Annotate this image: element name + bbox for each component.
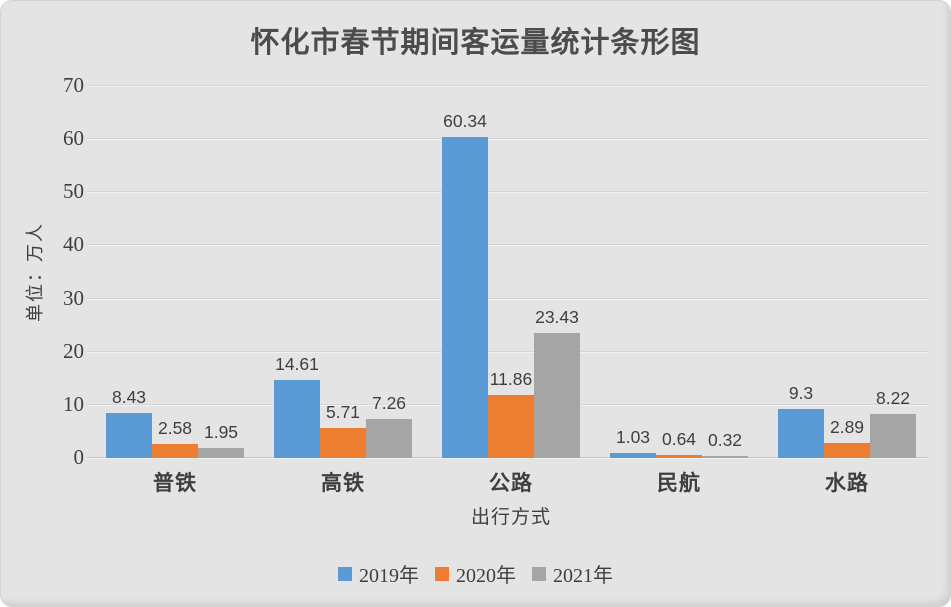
- legend-swatch: [435, 566, 449, 581]
- bar-2020年-公路: [488, 394, 534, 458]
- legend-label: 2020年: [456, 565, 516, 587]
- bar-2021年-高铁: [366, 419, 412, 458]
- legend-swatch: [338, 566, 352, 581]
- data-label: 2.89: [829, 416, 865, 437]
- data-label: 2.58: [157, 418, 193, 439]
- gridline: [87, 138, 929, 140]
- gridline: [87, 85, 929, 86]
- legend-label: 2021年: [553, 565, 613, 587]
- gridline: [87, 297, 929, 299]
- data-label: 9.3: [788, 382, 814, 403]
- category-label-水路: 水路: [825, 472, 869, 495]
- y-tick-label: 10: [63, 391, 84, 416]
- data-label: 14.61: [275, 354, 319, 375]
- y-tick-label: 30: [63, 285, 84, 310]
- bar-2019年-民航: [610, 452, 656, 458]
- data-label: 8.22: [875, 388, 911, 409]
- data-label: 8.43: [111, 387, 147, 408]
- bar-2019年-高铁: [274, 380, 320, 458]
- legend-swatch: [532, 566, 546, 581]
- y-tick-label: 40: [63, 232, 84, 257]
- bar-2019年-水路: [778, 408, 824, 458]
- x-axis-title: 出行方式: [470, 507, 552, 528]
- bar-2020年-高铁: [320, 427, 366, 458]
- y-tick-label: 20: [63, 338, 84, 363]
- legend-label: 2019年: [359, 565, 419, 587]
- bar-2019年-公路: [442, 137, 488, 458]
- chart-title: 怀化市春节期间客运量统计条形图: [250, 27, 701, 59]
- gridline: [87, 191, 929, 193]
- bar-2020年-水路: [824, 442, 870, 458]
- gridline: [87, 350, 929, 352]
- data-label: 23.43: [535, 307, 579, 328]
- legend-item-2020年: 2020年: [435, 559, 516, 588]
- legend-item-2021年: 2021年: [532, 559, 613, 588]
- legend: 2019年 2020年 2021年: [1, 559, 950, 588]
- y-tick-label: 60: [63, 126, 84, 151]
- data-label: 1.95: [203, 421, 239, 442]
- gridline: [87, 244, 929, 246]
- category-label-公路: 公路: [489, 472, 533, 495]
- data-label: 60.34: [443, 111, 487, 132]
- bar-2020年-民航: [656, 454, 702, 458]
- data-label: 11.86: [489, 368, 533, 389]
- bar-2021年-公路: [534, 333, 580, 458]
- bar-2021年-民航: [702, 456, 748, 458]
- y-tick-label: 0: [73, 445, 85, 469]
- category-label-普铁: 普铁: [153, 472, 197, 495]
- bar-2021年-水路: [870, 414, 916, 458]
- data-label: 7.26: [371, 393, 407, 414]
- bar-2021年-普铁: [198, 447, 244, 458]
- y-tick-label: 50: [63, 179, 84, 204]
- bar-2019年-普铁: [106, 413, 152, 458]
- y-tick-label: 70: [63, 73, 84, 97]
- legend-item-2019年: 2019年: [338, 559, 419, 588]
- data-label: 1.03: [615, 426, 651, 447]
- bar-2020年-普铁: [152, 444, 198, 458]
- data-label: 0.64: [661, 428, 697, 449]
- data-label: 0.32: [707, 430, 743, 451]
- category-label-民航: 民航: [657, 472, 701, 495]
- category-label-高铁: 高铁: [321, 472, 365, 495]
- data-label: 5.71: [325, 401, 361, 422]
